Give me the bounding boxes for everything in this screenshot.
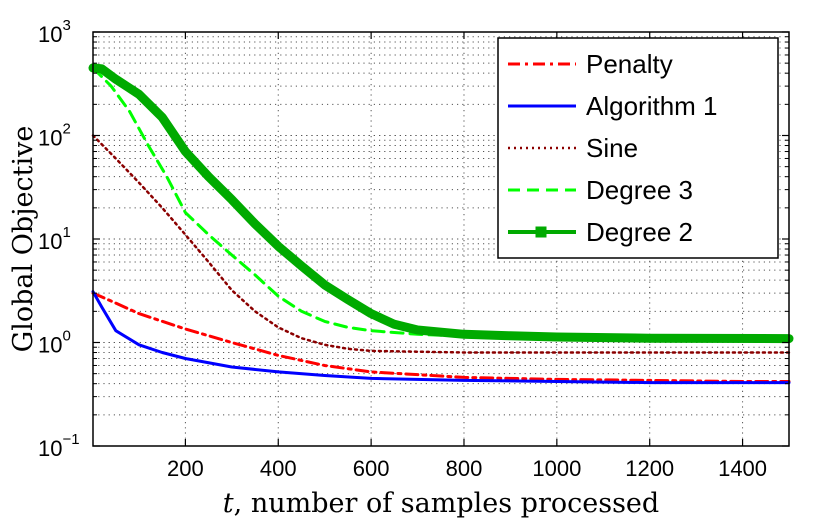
x-tick-label: 1400 <box>718 456 767 481</box>
x-tick-label: 200 <box>167 456 204 481</box>
y-tick-label: 100 <box>38 328 71 358</box>
x-axis-label: t, number of samples processed <box>223 488 659 519</box>
series-line-degree-2 <box>88 63 794 344</box>
legend-marker <box>535 226 547 238</box>
x-tick-label: 400 <box>260 456 297 481</box>
x-tick-label: 600 <box>353 456 390 481</box>
x-tick-label: 1000 <box>532 456 581 481</box>
y-tick-label: 102 <box>38 121 71 151</box>
x-axis-label-variable: t <box>223 488 234 519</box>
legend-label: Degree 3 <box>586 175 693 205</box>
legend-label: Penalty <box>586 49 673 79</box>
y-tick-label: 10−1 <box>38 431 80 461</box>
series-line-sine <box>91 134 791 354</box>
series-layer <box>88 63 794 385</box>
x-axis-label-text: , number of samples processed <box>234 488 660 519</box>
series-line-penalty <box>91 291 791 383</box>
y-tick-label: 103 <box>38 17 71 47</box>
y-tick-label: 101 <box>38 224 71 254</box>
x-tick-label: 800 <box>446 456 483 481</box>
legend-label: Algorithm 1 <box>586 91 718 121</box>
legend: Penalty Algorithm 1 Sine Degree 3 Degree 2 <box>497 37 779 259</box>
y-axis-label: Global Objective <box>8 126 39 353</box>
x-tick-label: 1200 <box>625 456 674 481</box>
series-line-algorithm-1 <box>91 290 791 385</box>
legend-label: Sine <box>586 133 638 163</box>
tick-layer: 200 400 600 800 1000 1200 1400 10−1 100 101 102 103 <box>38 17 789 481</box>
legend-label: Degree 2 <box>586 217 693 247</box>
